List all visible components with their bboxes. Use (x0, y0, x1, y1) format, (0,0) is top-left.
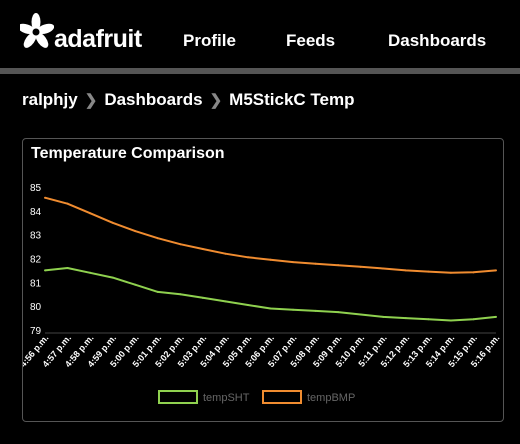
data-point-tempBMP (89, 212, 92, 215)
data-point-tempBMP (382, 267, 385, 270)
adafruit-flower-icon (20, 13, 54, 48)
data-point-tempSHT (404, 317, 407, 320)
data-point-tempSHT (359, 313, 362, 316)
data-point-tempBMP (111, 221, 114, 224)
data-point-tempBMP (66, 202, 69, 205)
legend-label-tempSHT: tempSHT (203, 392, 250, 404)
data-point-tempBMP (156, 237, 159, 240)
header-divider (0, 68, 520, 74)
nav-dashboards[interactable]: Dashboards (388, 31, 487, 50)
data-point-tempBMP (201, 247, 204, 250)
data-point-tempSHT (156, 290, 159, 293)
data-point-tempSHT (449, 319, 452, 322)
data-point-tempBMP (449, 271, 452, 274)
nav-feeds[interactable]: Feeds (286, 31, 336, 50)
nav-profile[interactable]: Profile (183, 31, 236, 50)
data-point-tempBMP (44, 196, 46, 199)
chart-title: Temperature Comparison (31, 145, 225, 162)
breadcrumb: ralphjy ❯ Dashboards ❯ M5StickC Temp (22, 90, 354, 110)
top-navbar: adafruit Profile Feeds Dashboards (0, 0, 520, 68)
y-tick-label: 79 (30, 326, 42, 337)
data-point-tempSHT (495, 315, 497, 318)
data-point-tempSHT (111, 276, 114, 279)
y-tick-label: 83 (30, 231, 42, 242)
y-tick-label: 84 (30, 207, 42, 218)
data-point-tempBMP (179, 243, 182, 246)
chevron-right-icon: ❯ (209, 92, 223, 109)
data-point-tempSHT (337, 311, 340, 314)
breadcrumb-dashboards[interactable]: Dashboards (104, 90, 203, 109)
data-point-tempBMP (134, 230, 137, 233)
data-point-tempBMP (246, 256, 249, 259)
data-point-tempBMP (224, 252, 227, 255)
data-point-tempSHT (179, 293, 182, 296)
y-tick-label: 81 (30, 278, 42, 289)
adafruit-logo[interactable]: adafruit (20, 10, 142, 56)
data-point-tempSHT (427, 318, 430, 321)
y-tick-label: 82 (30, 255, 42, 266)
legend-swatch-tempSHT (158, 390, 198, 404)
data-point-tempSHT (44, 269, 46, 272)
data-point-tempSHT (224, 300, 227, 303)
data-point-tempBMP (292, 261, 295, 264)
data-point-tempBMP (314, 262, 317, 265)
data-point-tempSHT (201, 296, 204, 299)
legend-swatch-tempBMP (262, 390, 302, 404)
data-point-tempSHT (89, 271, 92, 274)
data-point-tempSHT (269, 307, 272, 310)
data-point-tempBMP (269, 258, 272, 261)
data-point-tempSHT (314, 309, 317, 312)
breadcrumb-current-page: M5StickC Temp (229, 90, 355, 109)
data-point-tempSHT (382, 315, 385, 318)
data-point-tempBMP (427, 270, 430, 273)
data-point-tempBMP (495, 269, 497, 272)
chevron-right-icon: ❯ (84, 92, 98, 109)
data-point-tempBMP (359, 265, 362, 268)
data-point-tempSHT (66, 267, 69, 270)
series-line-tempSHT (44, 267, 497, 322)
chart-panel: 79 80 81 82 83 84 85 4:56 p.m. 4:57 p.m. 4:58 p.m… (22, 138, 504, 422)
data-point-tempSHT (472, 318, 475, 321)
y-tick-label: 80 (30, 302, 42, 313)
data-point-tempSHT (246, 303, 249, 306)
legend-label-tempBMP: tempBMP (307, 392, 355, 404)
series-line-tempBMP (44, 196, 497, 274)
logo-text: adafruit (54, 25, 142, 53)
data-point-tempSHT (292, 308, 295, 311)
data-point-tempBMP (472, 271, 475, 274)
data-point-tempBMP (337, 264, 340, 267)
data-point-tempSHT (134, 283, 137, 286)
breadcrumb-user[interactable]: ralphjy (22, 90, 78, 109)
y-tick-label: 85 (30, 183, 42, 194)
data-point-tempBMP (404, 269, 407, 272)
